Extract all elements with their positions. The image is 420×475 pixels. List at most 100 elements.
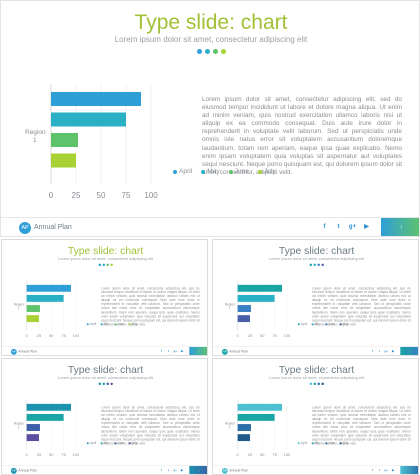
x-tick-label: 25 xyxy=(248,333,253,338)
decor-dot xyxy=(98,382,101,386)
google-plus-icon[interactable]: g+ xyxy=(348,224,357,230)
legend-swatch xyxy=(128,442,131,445)
brand-name: Annual Plan xyxy=(18,349,37,354)
x-tick-label: 0 xyxy=(237,333,240,338)
facebook-icon[interactable]: f xyxy=(323,224,326,230)
description-text: Lorem ipsum dolor sit amet, consectetur … xyxy=(312,286,411,327)
google-plus-icon[interactable]: g+ xyxy=(384,349,389,353)
decor-dots xyxy=(1,49,419,54)
up-arrow-icon[interactable]: ↑ xyxy=(381,218,419,236)
decor-dot xyxy=(317,263,320,267)
slide-subtitle: Lorem ipsum dolor sit amet, consectetur … xyxy=(114,35,308,44)
twitter-icon[interactable]: t xyxy=(167,349,169,353)
bar-july xyxy=(237,434,250,442)
decor-dots xyxy=(2,263,207,267)
legend-swatch xyxy=(114,323,117,326)
legend-swatch xyxy=(100,323,103,326)
legend-item: May xyxy=(311,441,321,445)
decor-dot xyxy=(212,49,218,54)
bar-april xyxy=(237,284,283,292)
legend-label: June xyxy=(234,168,249,175)
youtube-icon[interactable]: ▶ xyxy=(392,468,395,472)
legend-item: April xyxy=(173,168,192,175)
legend-swatch xyxy=(114,442,117,445)
slide-thumbnail-1[interactable]: Type slide: chart Lorem ipsum dolor sit … xyxy=(1,239,208,356)
facebook-icon[interactable]: f xyxy=(160,349,162,353)
youtube-icon[interactable]: ▶ xyxy=(181,349,184,353)
brand-name: Annual Plan xyxy=(34,224,72,231)
legend-item: June xyxy=(114,441,124,445)
slide-thumbnail-3[interactable]: Type slide: chart Lorem ipsum dolor sit … xyxy=(1,358,208,475)
bar-april xyxy=(26,403,72,411)
brand-name: Annual Plan xyxy=(229,349,248,354)
legend-label: May xyxy=(207,168,220,175)
legend-swatch xyxy=(173,169,177,174)
legend-item: May xyxy=(311,322,321,326)
twitter-icon[interactable]: t xyxy=(337,224,340,230)
category-label: 1 xyxy=(229,306,231,310)
legend-swatch xyxy=(201,169,206,174)
decor-dot xyxy=(110,382,113,386)
slide-main[interactable]: Type slide: chart Lorem ipsum dolor sit … xyxy=(0,0,420,237)
x-tick-label: 25 xyxy=(72,191,81,200)
twitter-icon[interactable]: t xyxy=(378,468,380,472)
brand-logo-icon: AP xyxy=(10,467,17,474)
slide-subtitle: Lorem ipsum dolor sit amet, consectetur … xyxy=(58,256,153,262)
twitter-icon[interactable]: t xyxy=(378,349,380,353)
twitter-icon[interactable]: t xyxy=(167,468,169,472)
legend-label: April xyxy=(89,322,97,326)
bar-july xyxy=(26,434,39,442)
google-plus-icon[interactable]: g+ xyxy=(173,468,178,472)
description-text: Lorem ipsum dolor sit amet, consectetur … xyxy=(101,286,200,327)
decor-dot xyxy=(196,49,202,54)
x-tick-label: 0 xyxy=(26,452,29,457)
facebook-icon[interactable]: f xyxy=(371,468,373,472)
legend-item: May xyxy=(100,441,110,445)
legend-item: April xyxy=(86,441,97,445)
youtube-icon[interactable]: ▶ xyxy=(392,349,395,353)
x-tick-label: 25 xyxy=(37,452,42,457)
slide-footer: AP Annual Plan f t g+ ▶ ↑ xyxy=(2,465,207,474)
x-tick-label: 25 xyxy=(248,452,253,457)
legend-item: July xyxy=(339,322,348,326)
bar-june xyxy=(237,305,251,312)
chart-legend: April May June July xyxy=(173,168,403,175)
youtube-icon[interactable]: ▶ xyxy=(364,224,369,230)
legend-label: May xyxy=(103,322,110,326)
x-tick-label: 0 xyxy=(237,452,240,457)
facebook-icon[interactable]: f xyxy=(160,468,162,472)
google-plus-icon[interactable]: g+ xyxy=(173,349,178,353)
bar-june xyxy=(26,424,40,431)
up-arrow-icon[interactable]: ↑ xyxy=(189,346,207,355)
bar-may xyxy=(26,294,64,302)
slide-subtitle: Lorem ipsum dolor sit amet, consectetur … xyxy=(269,256,364,262)
youtube-icon[interactable]: ▶ xyxy=(181,468,184,472)
up-arrow-icon[interactable]: ↑ xyxy=(400,346,418,355)
category-label: 1 xyxy=(18,425,20,429)
slide-thumbnail-2[interactable]: Type slide: chart Lorem ipsum dolor sit … xyxy=(212,239,419,356)
category-label: Region xyxy=(25,129,46,136)
brand-logo-icon: AP xyxy=(221,348,228,355)
facebook-icon[interactable]: f xyxy=(371,349,373,353)
legend-swatch xyxy=(297,323,300,326)
bar-april xyxy=(51,92,141,106)
legend-swatch xyxy=(339,442,342,445)
decor-dots xyxy=(2,382,207,386)
up-arrow-icon[interactable]: ↑ xyxy=(189,465,207,474)
category-label: Region xyxy=(225,422,235,426)
bar-july xyxy=(51,153,76,168)
legend-label: April xyxy=(89,441,97,445)
legend-label: June xyxy=(117,322,125,326)
google-plus-icon[interactable]: g+ xyxy=(384,468,389,472)
x-tick-label: 75 xyxy=(61,452,66,457)
legend-item: July xyxy=(257,168,276,175)
up-arrow-icon[interactable]: ↑ xyxy=(400,465,418,474)
slide-title: Type slide: chart xyxy=(67,363,144,376)
legend-item: June xyxy=(228,168,249,175)
x-tick-label: 75 xyxy=(122,191,131,200)
slide-thumbnail-4[interactable]: Type slide: chart Lorem ipsum dolor sit … xyxy=(212,358,419,475)
legend-item: April xyxy=(297,441,307,445)
decor-dot xyxy=(110,263,113,267)
category-label: Region xyxy=(14,422,24,426)
legend-label: April xyxy=(179,168,193,175)
